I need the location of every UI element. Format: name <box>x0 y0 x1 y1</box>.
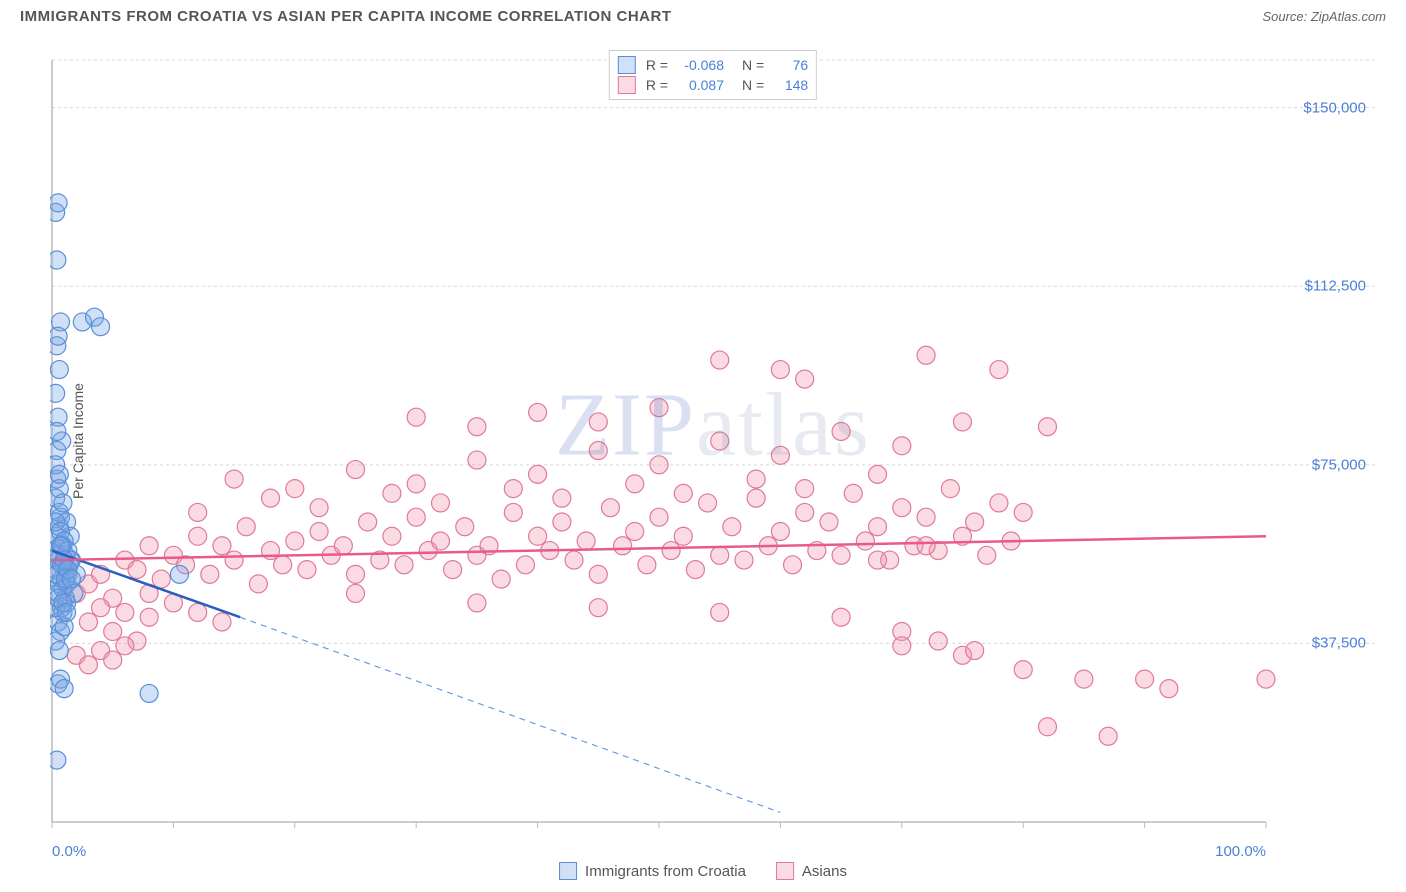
series-legend: Immigrants from Croatia Asians <box>559 862 847 880</box>
legend-stat-row: R = 0.087 N = 148 <box>618 75 808 95</box>
scatter-plot <box>50 50 1376 832</box>
n-label: N = <box>742 57 764 73</box>
legend-stat-row: R = -0.068 N = 76 <box>618 55 808 75</box>
n-value: 148 <box>770 77 808 93</box>
r-label: R = <box>646 57 668 73</box>
r-value: -0.068 <box>674 57 724 73</box>
legend-series-label: Asians <box>802 863 847 880</box>
y-tick-label: $37,500 <box>1312 635 1366 652</box>
y-tick-label: $75,000 <box>1312 456 1366 473</box>
legend-series-label: Immigrants from Croatia <box>585 863 746 880</box>
legend-swatch <box>618 56 636 74</box>
r-value: 0.087 <box>674 77 724 93</box>
y-tick-label: $150,000 <box>1303 99 1366 116</box>
chart-title: IMMIGRANTS FROM CROATIA VS ASIAN PER CAP… <box>20 8 671 25</box>
chart-area: Per Capita Income ZIPatlas R =-0.068N =7… <box>50 50 1376 832</box>
legend-series-item: Immigrants from Croatia <box>559 862 746 880</box>
r-label: R = <box>646 77 668 93</box>
n-label: N = <box>742 77 764 93</box>
x-tick-label: 0.0% <box>52 843 86 860</box>
legend-swatch <box>618 76 636 94</box>
x-tick-label: 100.0% <box>1215 843 1266 860</box>
legend-swatch <box>559 862 577 880</box>
chart-source: Source: ZipAtlas.com <box>1262 9 1386 24</box>
y-tick-label: $112,500 <box>1305 278 1366 295</box>
correlation-legend: R = -0.068 N = 76 R = 0.087 N = 148 <box>609 50 817 100</box>
legend-series-item: Asians <box>776 862 847 880</box>
chart-header: IMMIGRANTS FROM CROATIA VS ASIAN PER CAP… <box>0 0 1406 29</box>
legend-swatch <box>776 862 794 880</box>
n-value: 76 <box>770 57 808 73</box>
